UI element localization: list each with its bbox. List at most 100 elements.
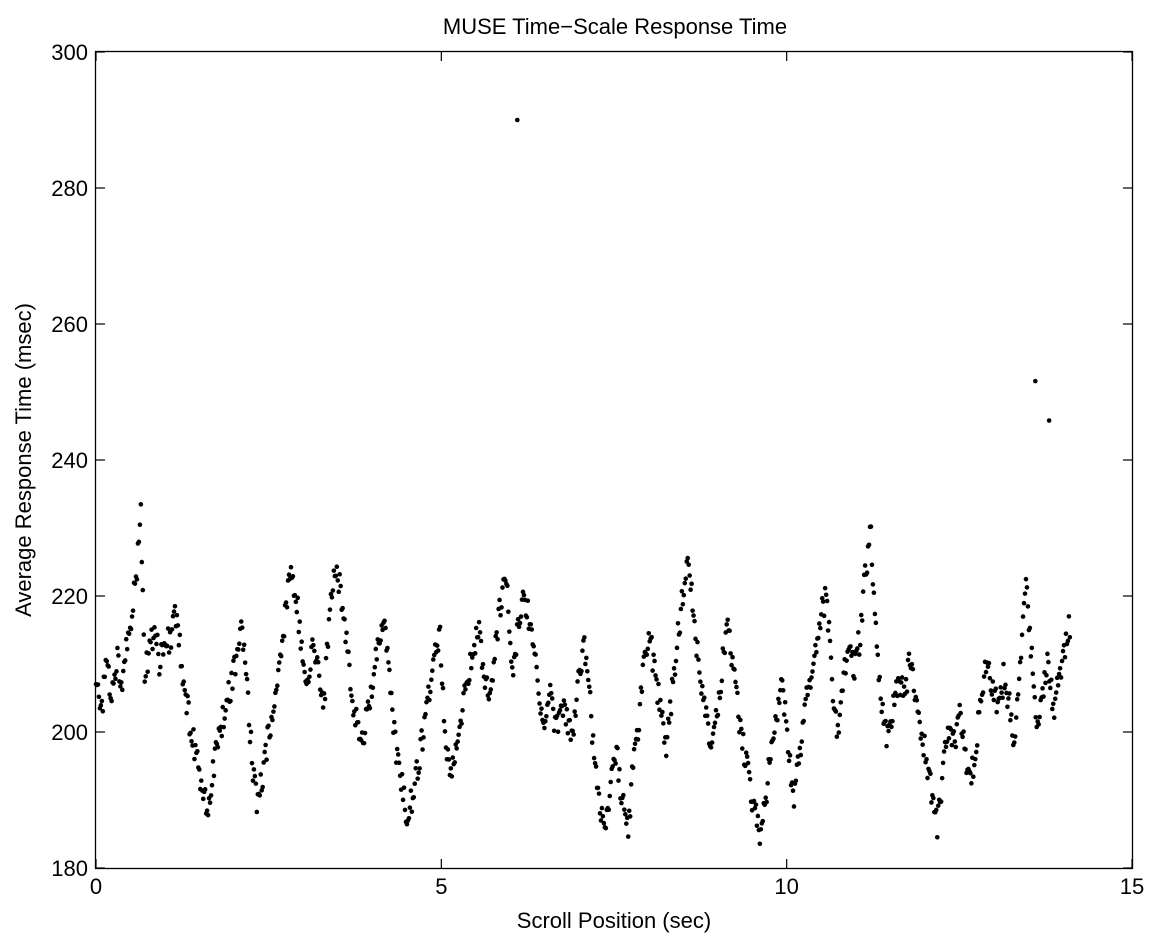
data-point	[518, 614, 524, 619]
data-point	[456, 732, 461, 738]
data-point	[830, 698, 836, 704]
data-point	[1033, 378, 1038, 384]
data-point	[986, 660, 992, 666]
data-point	[943, 744, 949, 750]
data-point	[445, 747, 451, 752]
data-point	[1046, 418, 1052, 423]
data-point	[469, 665, 474, 671]
data-point	[350, 698, 355, 704]
data-point	[640, 662, 646, 668]
data-point	[675, 621, 681, 626]
data-point	[638, 685, 644, 690]
data-point	[880, 701, 885, 707]
data-point	[534, 664, 539, 670]
data-point	[924, 756, 929, 762]
data-point	[1045, 651, 1050, 657]
data-point	[370, 685, 376, 691]
data-point	[575, 679, 580, 684]
data-point	[210, 759, 216, 764]
data-point	[971, 774, 976, 779]
data-point	[606, 807, 612, 813]
data-point	[238, 619, 244, 624]
data-point	[344, 630, 349, 636]
data-point	[803, 696, 808, 702]
data-point	[441, 718, 447, 724]
data-point	[142, 679, 148, 684]
data-point	[681, 592, 687, 598]
data-point	[1044, 672, 1049, 678]
data-point	[960, 734, 965, 740]
data-point	[419, 728, 424, 733]
data-point	[268, 733, 273, 738]
data-point	[903, 676, 909, 682]
data-point	[297, 619, 303, 624]
data-point	[613, 761, 618, 766]
data-point	[118, 684, 123, 689]
data-point	[506, 609, 511, 615]
data-point	[713, 707, 719, 713]
data-point	[205, 812, 211, 818]
data-point	[452, 760, 458, 765]
data-point	[507, 629, 512, 634]
data-point	[906, 651, 912, 657]
data-point	[369, 694, 375, 699]
data-point	[573, 713, 578, 718]
y-tick-label: 200	[51, 720, 88, 745]
data-point	[852, 676, 857, 681]
data-point	[914, 698, 920, 703]
data-point	[404, 821, 410, 827]
data-point	[148, 639, 153, 645]
data-point	[1032, 694, 1038, 700]
data-point	[421, 735, 426, 740]
data-point	[646, 631, 652, 636]
data-point	[102, 674, 108, 680]
data-point	[219, 733, 225, 739]
data-point	[987, 675, 993, 681]
data-point	[555, 729, 561, 735]
data-point	[100, 708, 106, 714]
data-point	[655, 700, 660, 706]
data-point	[933, 807, 939, 813]
data-point	[248, 729, 254, 735]
data-point	[783, 719, 789, 724]
data-point	[347, 662, 352, 668]
data-point	[471, 642, 477, 648]
data-point	[904, 689, 910, 694]
data-point	[272, 704, 277, 709]
data-point	[579, 668, 584, 674]
data-point	[139, 559, 145, 565]
data-point	[772, 730, 777, 735]
data-point	[974, 743, 980, 748]
data-point	[531, 643, 536, 649]
data-point	[931, 795, 936, 801]
data-point	[247, 739, 253, 745]
data-point	[963, 747, 968, 752]
data-point	[695, 639, 700, 645]
data-point	[969, 781, 974, 786]
data-point	[241, 642, 247, 648]
data-point	[396, 760, 402, 766]
data-point	[840, 688, 846, 693]
data-point	[755, 813, 761, 819]
data-point	[250, 778, 256, 783]
data-point	[751, 798, 757, 804]
data-point	[408, 788, 414, 793]
data-point	[929, 800, 934, 805]
data-point	[697, 670, 702, 675]
data-point	[299, 639, 304, 645]
data-point	[150, 646, 155, 652]
data-point	[732, 667, 737, 672]
data-point	[719, 678, 725, 684]
data-point	[860, 589, 866, 594]
data-point	[686, 562, 691, 567]
data-point	[696, 657, 701, 662]
data-point	[145, 669, 150, 675]
data-point	[596, 791, 602, 796]
data-point	[198, 778, 204, 783]
data-point	[768, 757, 773, 762]
data-point	[677, 630, 683, 635]
data-point	[739, 726, 744, 732]
axis-ticks: 0 5 10 15 180 200 220 240 260 280 300	[51, 40, 1144, 899]
data-point	[940, 760, 946, 766]
data-point	[170, 613, 176, 619]
